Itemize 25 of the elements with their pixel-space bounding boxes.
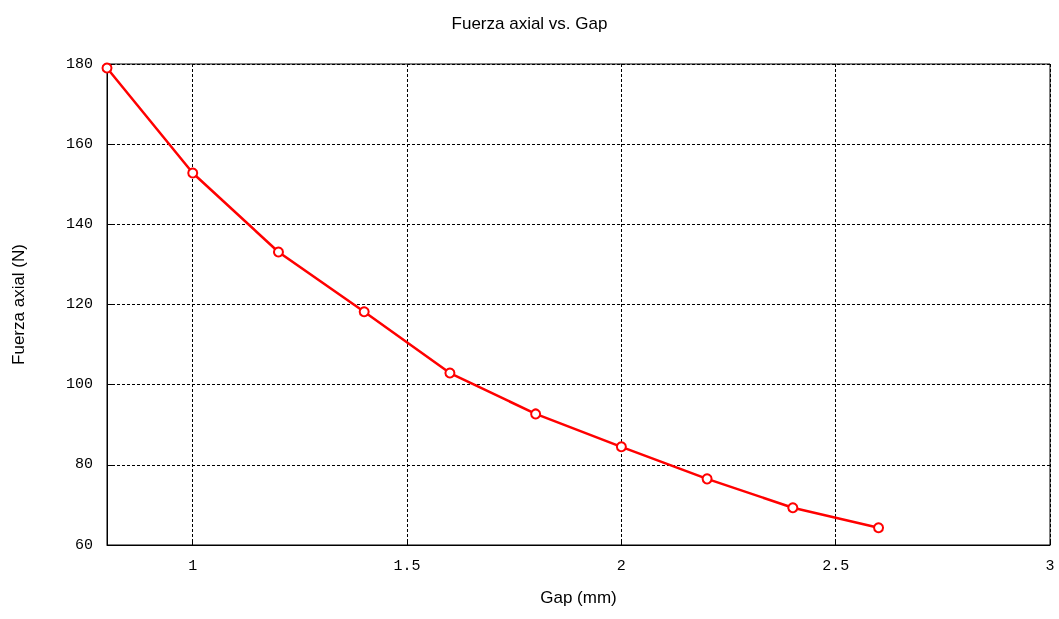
y-tick-label: 120 bbox=[65, 296, 93, 313]
y-tick-label: 180 bbox=[65, 55, 93, 73]
point bbox=[358, 306, 370, 318]
y-tick-label: 140 bbox=[65, 215, 93, 233]
point bbox=[615, 441, 627, 453]
x-tick-label: 1 bbox=[188, 558, 198, 575]
point bbox=[187, 167, 199, 179]
y-tick-label: 80 bbox=[74, 456, 93, 474]
point bbox=[272, 246, 284, 258]
point bbox=[787, 502, 799, 514]
point bbox=[530, 408, 542, 420]
x-axis-title: Gap (mm) bbox=[540, 588, 617, 607]
y-tick-label: 160 bbox=[65, 135, 93, 153]
point bbox=[101, 62, 113, 74]
x-tick-label: 2.5 bbox=[822, 558, 850, 575]
chart-title: Fuerza axial vs. Gap bbox=[451, 14, 608, 33]
point bbox=[444, 367, 456, 379]
y-axis-title: Fuerza axial (N) bbox=[9, 244, 28, 365]
point bbox=[701, 473, 713, 485]
y-tick-label: 100 bbox=[65, 376, 93, 394]
x-tick-label: 3 bbox=[1045, 558, 1055, 575]
x-tick-label: 2 bbox=[616, 558, 626, 575]
point bbox=[873, 522, 885, 534]
y-tick-label: 60 bbox=[74, 536, 93, 554]
x-tick-label: 1.5 bbox=[393, 558, 421, 575]
